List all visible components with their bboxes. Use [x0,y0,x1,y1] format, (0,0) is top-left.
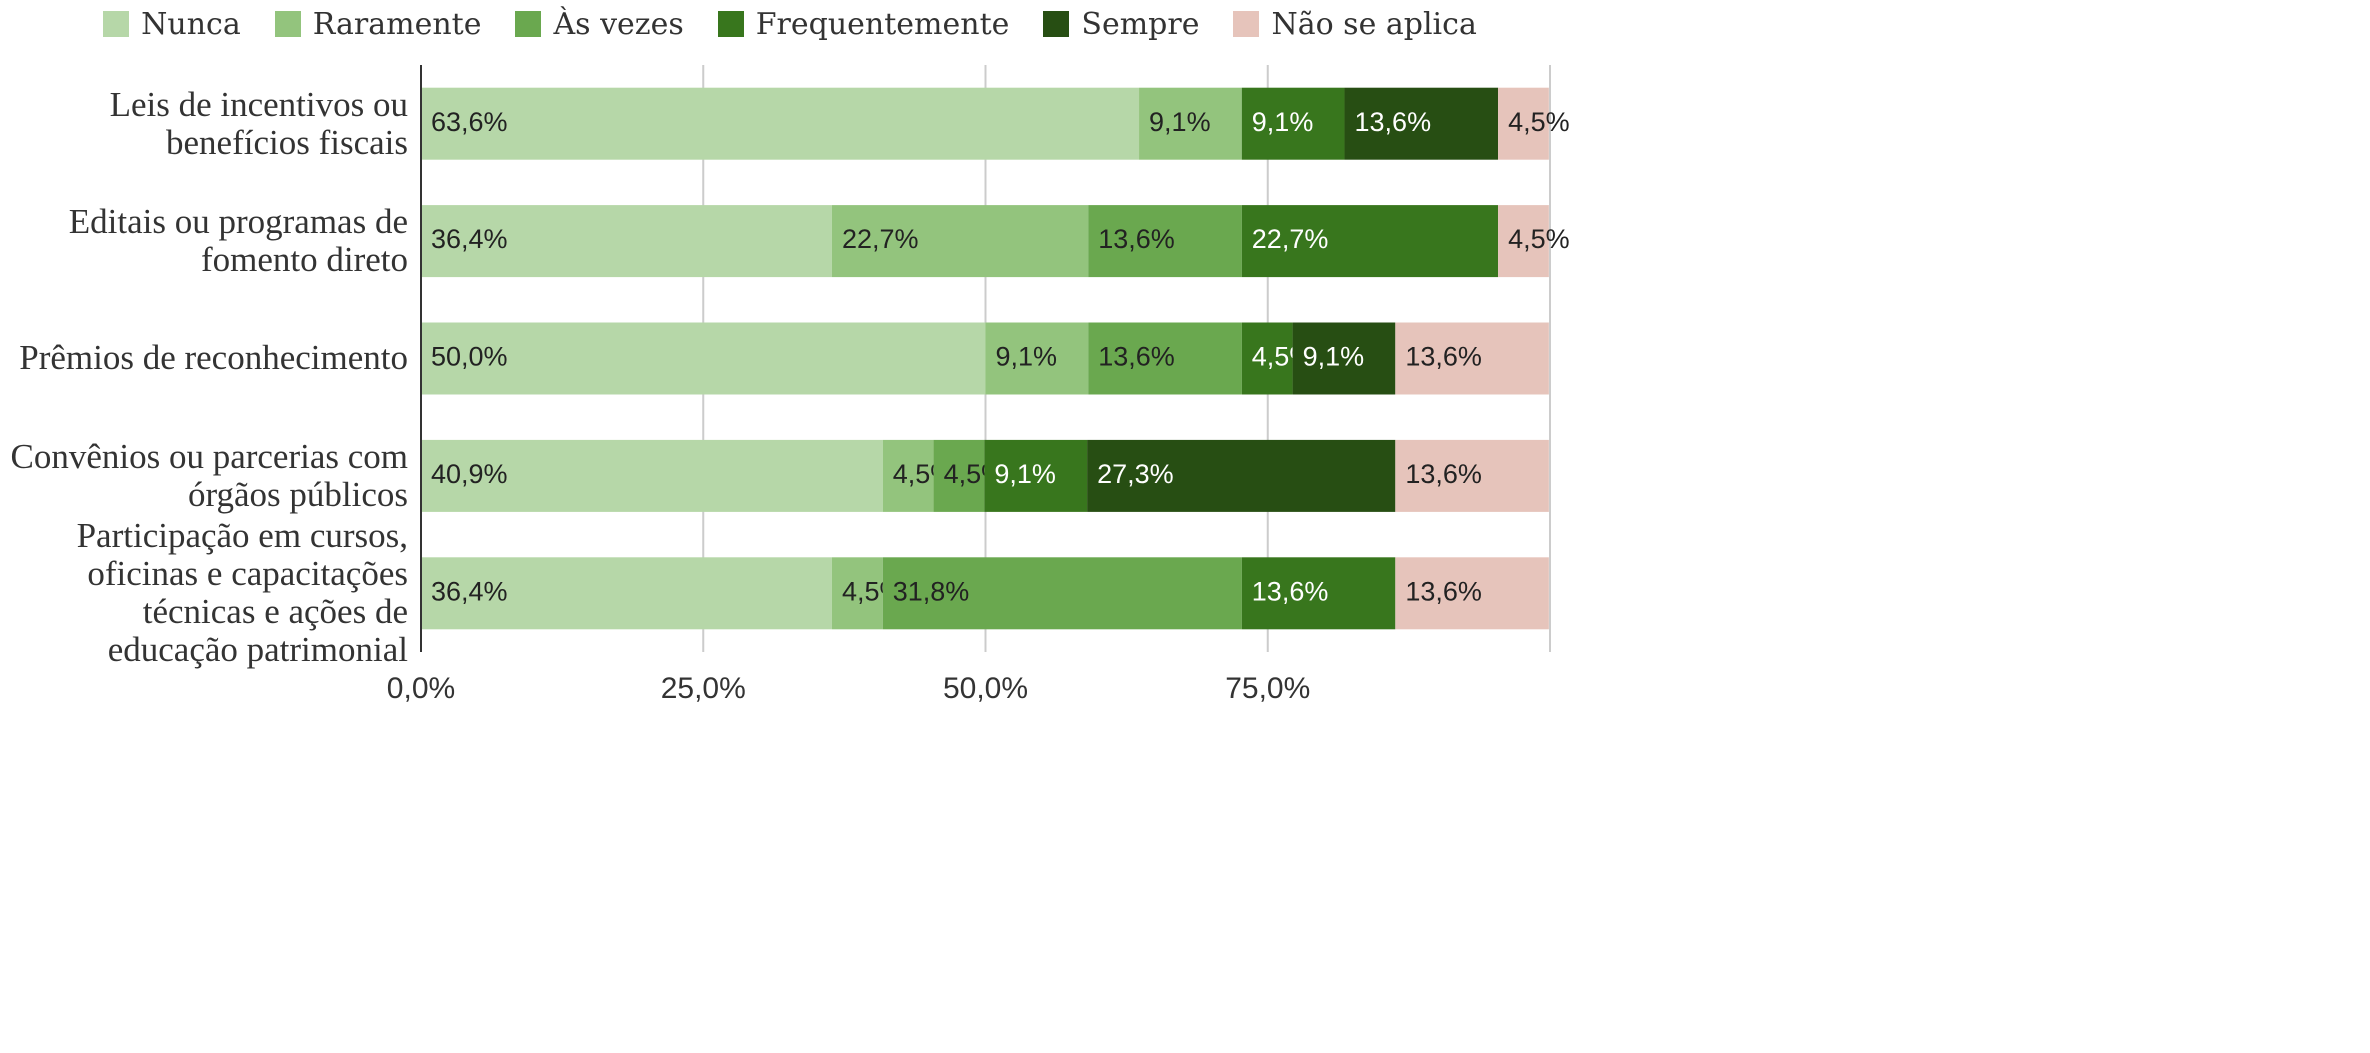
category-text: Editais ou programas de fomento direto [68,202,408,280]
bar-segment [1292,322,1396,395]
bar-segment [1395,439,1549,512]
legend-swatch [515,11,542,37]
category-label: Leis de incentivos ou benefícios fiscais [0,65,408,182]
legend-item: Frequentemente [717,6,1010,42]
legend-label: Raramente [312,6,482,42]
data-label: 9,1% [994,459,1056,489]
legend-label: Nunca [141,6,241,42]
category-label: Convênios ou parcerias com órgãos públic… [0,417,408,534]
category-text: Participação em cursos, oficinas e capac… [76,516,408,670]
data-label: 9,1% [1303,342,1365,372]
data-label: 13,6% [1098,342,1175,372]
bar-segment [1088,322,1242,395]
legend-swatch [274,11,301,37]
data-label: 13,6% [1405,459,1482,489]
category-text: Prêmios de reconhecimento [19,338,408,378]
data-label: 4,5% [1508,107,1570,137]
legend-item: Raramente [274,6,482,42]
bar-segment [421,322,986,395]
category-text: Leis de incentivos ou benefícios fiscais [109,84,408,162]
x-tick-label: 75,0% [1225,672,1310,705]
bar-segment [1395,322,1549,395]
bar-segment [882,557,1242,630]
data-label: 40,9% [431,459,508,489]
data-label: 9,1% [1149,107,1211,137]
data-label: 13,6% [1355,107,1432,137]
data-label: 63,6% [431,107,508,137]
data-label: 13,6% [1252,576,1329,606]
bar-segment [1139,87,1242,160]
legend-item: Às vezes [515,6,684,42]
bar-segment [1498,205,1549,278]
legend-swatch [1233,11,1260,37]
data-label: 9,1% [996,342,1058,372]
bar-segment [831,205,1089,278]
bar-segment [882,439,934,512]
data-label: 50,0% [431,342,508,372]
bar-segment [1241,87,1345,160]
bar-segment [1498,87,1549,160]
bar-segment [933,439,985,512]
legend-label: Às vezes [553,6,684,42]
data-label: 13,6% [1405,576,1482,606]
legend-swatch [1043,11,1070,37]
legend-item: Não se aplica [1233,6,1477,42]
bar-segment [421,205,832,278]
data-label: 22,7% [842,224,919,254]
data-label: 13,6% [1098,224,1175,254]
category-label: Prêmios de reconhecimento [0,300,408,417]
bar-segment [985,322,1089,395]
bar-segment [1241,205,1499,278]
x-tick-label: 25,0% [661,672,746,705]
data-label: 13,6% [1405,342,1482,372]
data-label: 27,3% [1097,459,1174,489]
category-label: Participação em cursos, oficinas e capac… [0,517,408,669]
legend-label: Não se aplica [1271,6,1477,42]
data-label: 22,7% [1252,224,1329,254]
bar-segment [1344,87,1499,160]
bar-segment [1087,439,1396,512]
data-label: 36,4% [431,576,508,606]
bar-segment [1241,322,1293,395]
data-label: 9,1% [1252,107,1314,137]
legend-swatch [103,11,130,37]
data-label: 36,4% [431,224,508,254]
bar-segment [1088,205,1242,278]
legend-item: Sempre [1043,7,1199,42]
bar-segment [1395,557,1549,630]
bar-segment [1241,557,1396,630]
legend: Nunca Raramente Às vezes Frequentemente Semp… [0,0,1580,48]
bar-segment [421,439,883,512]
legend-label: Sempre [1081,6,1200,42]
bar-segment [421,557,832,630]
bar-segment [421,87,1140,160]
x-tick-label: 50,0% [943,672,1028,705]
data-label: 31,8% [893,576,970,606]
category-label: Editais ou programas de fomento direto [0,182,408,299]
data-label: 4,5% [1508,224,1570,254]
legend-item: Nunca [103,7,241,42]
bar-segment [984,439,1088,512]
bar-segment [831,557,883,630]
x-tick-label: 0,0% [387,672,455,705]
category-text: Convênios ou parcerias com órgãos públic… [10,436,408,514]
legend-swatch [717,11,744,37]
legend-label: Frequentemente [755,6,1010,42]
